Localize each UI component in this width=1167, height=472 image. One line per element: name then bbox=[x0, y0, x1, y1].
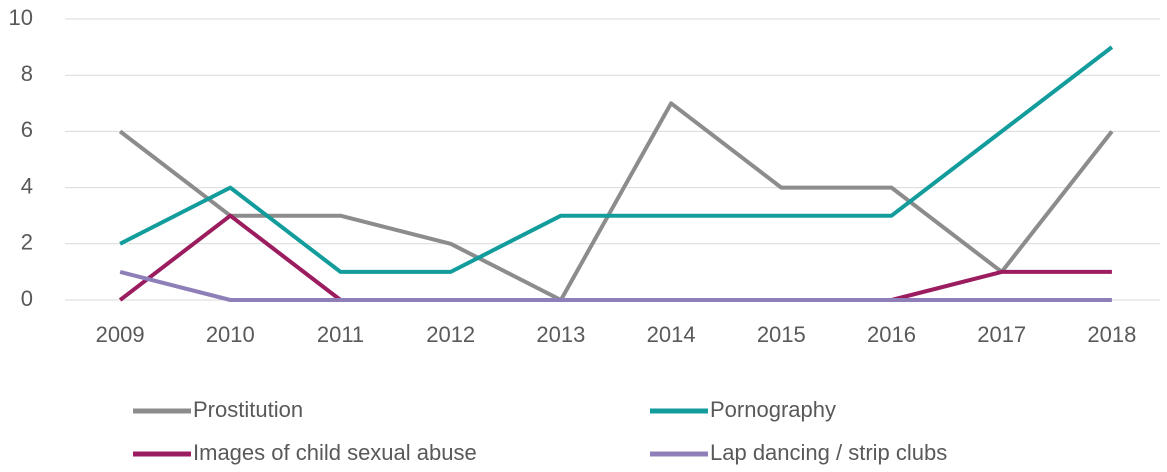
y-tick-label: 10 bbox=[9, 5, 33, 30]
x-tick-label: 2017 bbox=[977, 322, 1026, 347]
x-tick-label: 2012 bbox=[426, 322, 475, 347]
x-tick-label: 2016 bbox=[867, 322, 916, 347]
legend-label: Pornography bbox=[710, 397, 836, 422]
x-tick-label: 2013 bbox=[536, 322, 585, 347]
y-tick-label: 8 bbox=[21, 61, 33, 86]
series-line bbox=[118, 101, 1114, 302]
y-tick-label: 4 bbox=[21, 173, 33, 198]
legend-label: Images of child sexual abuse bbox=[193, 440, 477, 465]
x-tick-label: 2010 bbox=[206, 322, 255, 347]
series-line bbox=[118, 213, 1112, 302]
y-tick-label: 6 bbox=[21, 117, 33, 142]
series-line bbox=[119, 45, 1114, 274]
legend-label: Prostitution bbox=[193, 397, 303, 422]
y-tick-label: 0 bbox=[21, 286, 33, 311]
x-tick-label: 2015 bbox=[757, 322, 806, 347]
series-line bbox=[119, 269, 1112, 302]
x-tick-label: 2014 bbox=[647, 322, 696, 347]
x-tick-label: 2009 bbox=[96, 322, 145, 347]
x-tick-label: 2011 bbox=[317, 322, 364, 347]
legend-label: Lap dancing / strip clubs bbox=[710, 440, 947, 465]
y-tick-label: 2 bbox=[21, 230, 33, 255]
x-tick-label: 2018 bbox=[1087, 322, 1136, 347]
